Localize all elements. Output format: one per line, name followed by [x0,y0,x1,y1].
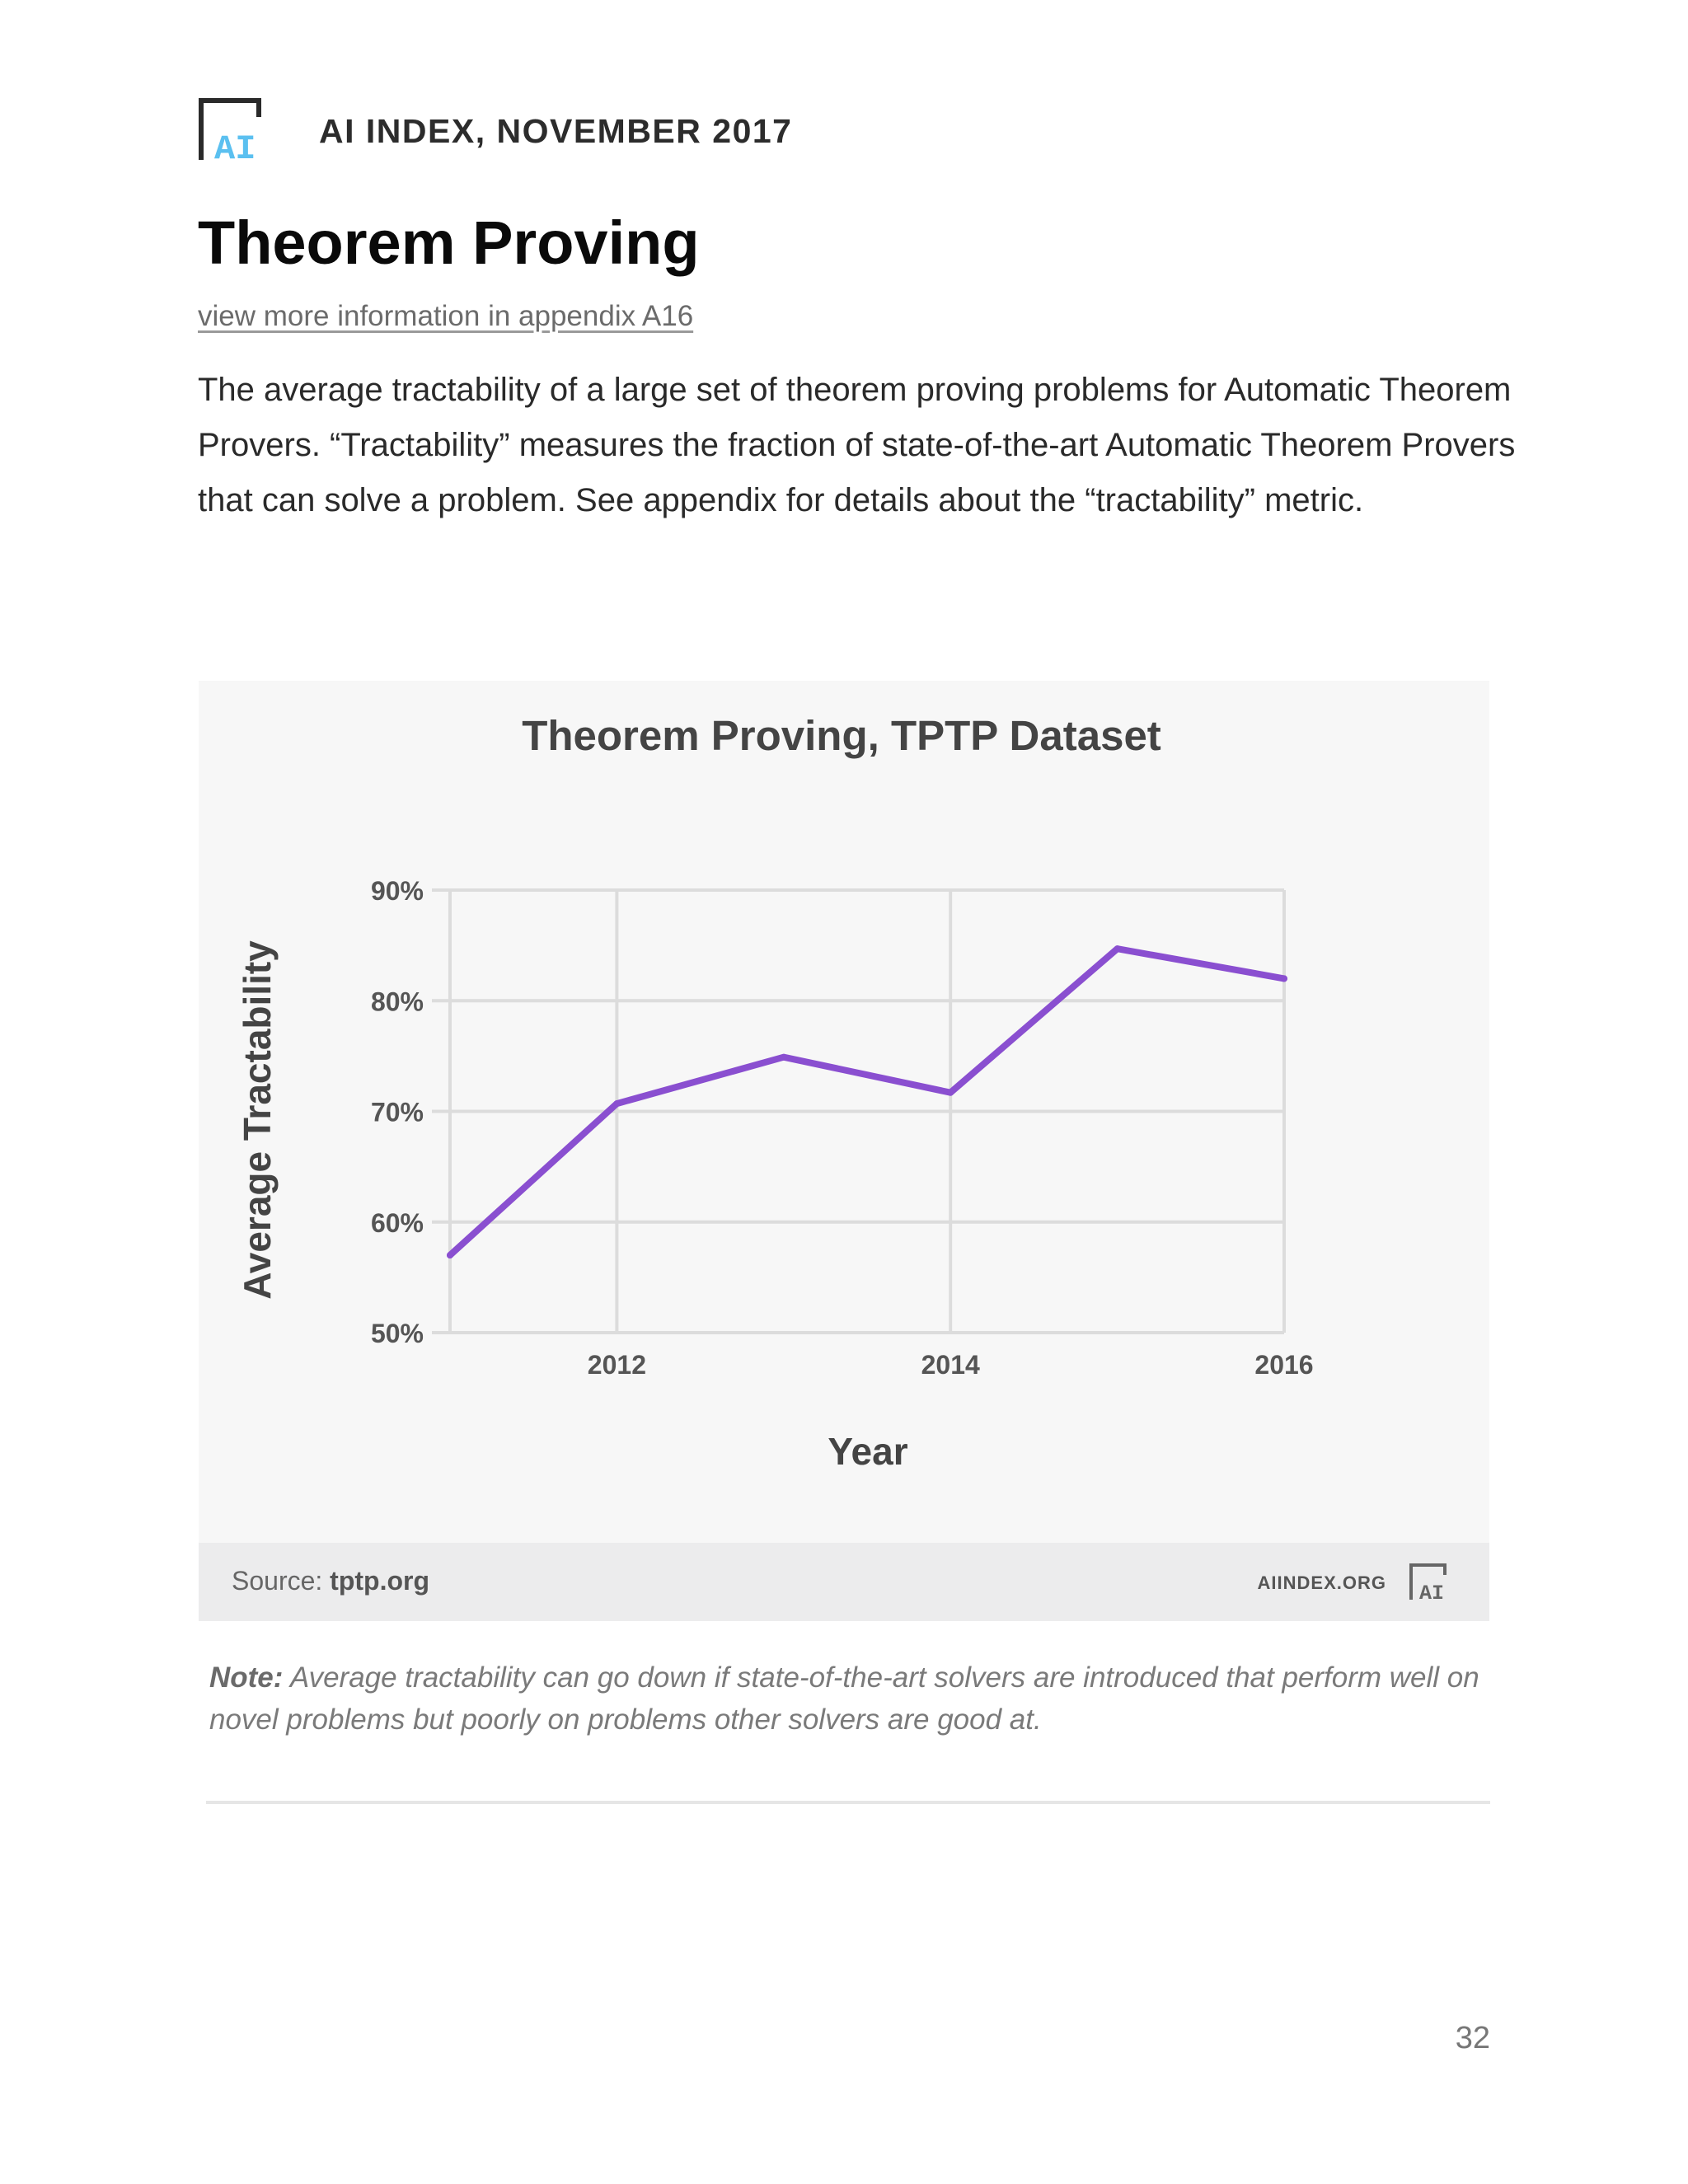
grid-layer [432,888,1286,1334]
source-label: Source: [232,1566,323,1596]
data-point [447,1252,453,1259]
ai-index-mini-logo: AI [1409,1563,1447,1602]
page-title: Theorem Proving [198,209,700,277]
ai-index-logo: AI [199,98,261,163]
mini-logo-text: AI [1419,1582,1444,1602]
data-points [447,945,1287,1259]
series-line-tractability [447,945,1287,1258]
chart-footer: Source: tptp.org AIINDEX.ORG AI [199,1543,1489,1621]
chart-title: Theorem Proving, TPTP Dataset [522,712,1161,759]
x-tick-label: 2014 [921,1350,980,1380]
x-tick-label: 2012 [588,1350,646,1380]
y-tick-label: 60% [371,1208,424,1238]
y-tick-label: 80% [371,987,424,1016]
note-text: Average tractability can go down if stat… [209,1661,1479,1736]
intro-paragraph: The average tractability of a large set … [198,372,1516,518]
line-chart: Theorem Proving, TPTP Dataset 50% 60% 70% 8… [236,712,1314,1473]
note-label: Note: [209,1661,284,1694]
report-brand: AI INDEX, NOVEMBER 2017 [319,112,793,150]
data-point [1114,945,1121,953]
chart-source: Source: tptp.org [232,1566,429,1596]
site-name: AIINDEX.ORG [1257,1572,1386,1593]
x-tick-label: 2016 [1254,1350,1313,1380]
data-point [1281,975,1287,982]
source-value: tptp.org [330,1566,430,1596]
y-tick-label: 70% [371,1098,424,1127]
y-tick-labels: 50% 60% 70% 80% 90% [371,876,424,1348]
data-point [780,1053,787,1061]
page-header: AI AI INDEX, NOVEMBER 2017 [198,97,940,163]
data-point [613,1100,621,1108]
appendix-link[interactable]: view more information in appendix A16 [198,300,694,332]
chart-note: Note: Average tractability can go down i… [209,1657,1495,1741]
data-point [947,1089,954,1096]
page-number: 32 [1455,2021,1490,2055]
y-axis-label: Average Tractability [236,940,279,1300]
y-tick-label: 50% [371,1319,424,1348]
chart-card: Theorem Proving, TPTP Dataset 50% 60% 70% 8… [199,681,1489,1621]
y-tick-label: 90% [371,876,424,906]
logo-text: AI [214,129,256,163]
x-tick-labels: 2012 2014 2016 [588,1350,1314,1380]
section-divider [206,1801,1490,1804]
x-axis-label: Year [828,1430,907,1473]
